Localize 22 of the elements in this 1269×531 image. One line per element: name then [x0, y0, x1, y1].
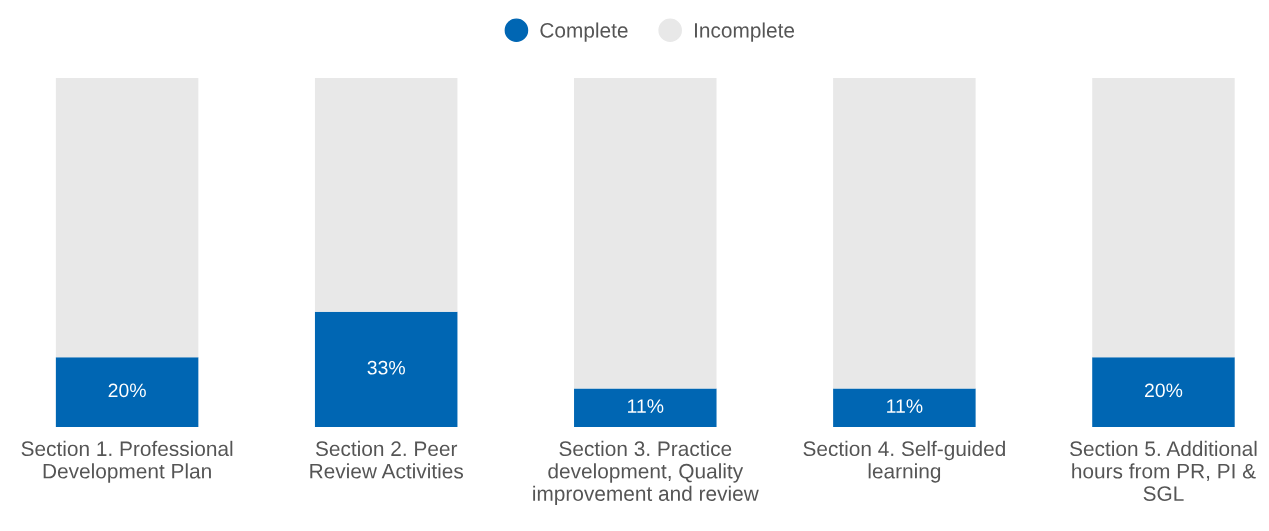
bar — [314, 311, 458, 427]
bar — [55, 78, 199, 358]
legend-label: Incomplete — [695, 22, 795, 42]
data-label: 20% — [108, 383, 146, 398]
x-tick-label: Section 4. Self-guided learning — [803, 440, 1005, 483]
x-tick-label: Section 1. Professional Development Plan — [21, 440, 233, 483]
x-tick-label: Section 2. Peer Review Activities — [310, 440, 464, 479]
bar — [833, 78, 976, 389]
bar — [574, 388, 717, 427]
data-label: 11% — [887, 399, 923, 413]
bar — [833, 388, 976, 427]
x-tick-label: Section 3. Practice development, Quality improvement and review — [533, 440, 759, 506]
bar — [1092, 357, 1235, 427]
legend-label: Complete — [540, 22, 628, 42]
bar — [55, 357, 199, 427]
data-label: 33% — [367, 360, 405, 375]
data-label: 20% — [1144, 383, 1183, 398]
bar — [574, 78, 717, 389]
bar — [314, 78, 458, 312]
data-label: 11% — [628, 399, 664, 413]
bar — [1092, 78, 1235, 358]
x-tick-label: Section 5. Additional hours from PR, PI & SGL — [1070, 440, 1257, 501]
